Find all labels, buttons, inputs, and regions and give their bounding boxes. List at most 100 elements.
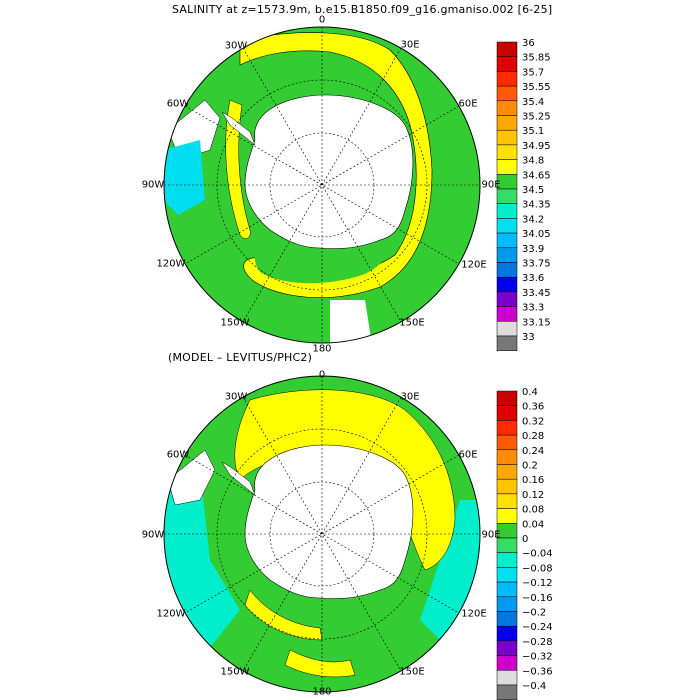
lon-label-150w: 150W bbox=[220, 666, 250, 678]
colorbar-swatch bbox=[496, 335, 518, 351]
colorbar-swatch bbox=[496, 247, 518, 263]
colorbar-swatch bbox=[496, 420, 518, 436]
colorbar-swatch bbox=[496, 581, 518, 598]
colorbar-label: −0.2 bbox=[522, 608, 546, 619]
colorbar-label: −0.12 bbox=[522, 578, 553, 589]
graticule bbox=[164, 27, 480, 343]
lon-label-180: 180 bbox=[312, 343, 332, 355]
colorbar-swatch bbox=[496, 493, 518, 509]
colorbar-label: 0.36 bbox=[522, 402, 544, 413]
lon-label-90e: 90E bbox=[481, 529, 501, 541]
bottom-panel-title: (MODEL – LEVITUS/PHC2) bbox=[168, 351, 313, 364]
bottom-difference-map bbox=[163, 375, 481, 693]
colorbar-swatch bbox=[496, 478, 518, 495]
colorbar-label: −0.24 bbox=[522, 622, 553, 633]
colorbar-swatch bbox=[496, 321, 518, 337]
colorbar-label: 0.04 bbox=[522, 519, 544, 530]
colorbar-swatch bbox=[496, 276, 518, 293]
map-boundary bbox=[163, 26, 481, 344]
colorbar-swatch bbox=[496, 655, 518, 671]
yellow-band bbox=[239, 32, 433, 298]
lon-label-120e: 120E bbox=[461, 259, 487, 271]
lon-label-90e: 90E bbox=[481, 179, 501, 191]
colorbar-label: −0.04 bbox=[522, 549, 553, 560]
antarctic-peninsula bbox=[221, 461, 256, 496]
colorbar-swatch bbox=[496, 291, 518, 307]
colorbar-swatch bbox=[496, 85, 518, 102]
lon-label-30e: 30E bbox=[400, 391, 420, 403]
lon-label-60e: 60E bbox=[458, 98, 478, 110]
colorbar-label: 34.8 bbox=[522, 156, 544, 167]
colorbar-swatch bbox=[496, 434, 518, 451]
colorbar-swatch bbox=[496, 188, 518, 204]
lon-label-90w: 90W bbox=[141, 179, 165, 191]
colorbar-label: −0.28 bbox=[522, 637, 553, 648]
colorbar-label: −0.32 bbox=[522, 652, 553, 663]
lon-label-120w: 120W bbox=[156, 608, 186, 620]
colorbar-label: 36 bbox=[522, 38, 535, 49]
colorbar-label: 0 bbox=[522, 534, 528, 545]
lon-label-30e: 30E bbox=[400, 39, 420, 51]
colorbar-label: −0.16 bbox=[522, 593, 553, 604]
colorbar-swatch bbox=[496, 405, 518, 421]
colorbar-swatch bbox=[496, 144, 518, 160]
lon-label-60w: 60W bbox=[166, 449, 190, 461]
colorbar-label: −0.08 bbox=[522, 563, 553, 574]
land-patch bbox=[330, 300, 372, 343]
top-panel-title: SALINITY at z=1573.9m, b.e15.B1850.f09_g… bbox=[172, 3, 553, 16]
colorbar-label: 0.24 bbox=[522, 446, 544, 457]
colorbar-swatch bbox=[496, 262, 518, 278]
bottom-colorbar: 0.4 0.36 0.32 0.28 0.24 0.2 0.16 0.12 0.08 0.04 0 −… bbox=[496, 387, 553, 700]
lon-label-0: 0 bbox=[318, 14, 326, 26]
colorbar-swatch bbox=[496, 159, 518, 175]
colorbar-swatch bbox=[496, 449, 518, 465]
inner-green bbox=[245, 61, 412, 284]
colorbar-label: 35.4 bbox=[522, 97, 544, 108]
colorbar-swatch bbox=[496, 390, 518, 406]
lon-label-120w: 120W bbox=[156, 258, 186, 270]
lon-label-180: 180 bbox=[312, 686, 332, 698]
lon-label-60e: 60E bbox=[458, 449, 478, 461]
lon-label-60w: 60W bbox=[166, 98, 190, 110]
colorbar-label: 0.32 bbox=[522, 416, 544, 427]
colorbar-swatch bbox=[496, 41, 518, 57]
colorbar-swatch bbox=[496, 508, 518, 524]
colorbar-label: 35.1 bbox=[522, 126, 544, 137]
colorbar-label: 0.28 bbox=[522, 431, 544, 442]
colorbar-swatch bbox=[496, 129, 518, 146]
graticule bbox=[164, 376, 480, 692]
colorbar-label: 33.15 bbox=[522, 317, 551, 328]
colorbar-label: 34.2 bbox=[522, 214, 544, 225]
map-boundary bbox=[163, 375, 481, 693]
colorbar-label: −0.4 bbox=[522, 681, 546, 692]
antarctica-landmass bbox=[244, 94, 414, 250]
colorbar-label: 33.3 bbox=[522, 303, 544, 314]
land-patch bbox=[167, 449, 216, 506]
lon-label-150e: 150E bbox=[399, 317, 425, 329]
colorbar-label: 33 bbox=[522, 332, 535, 343]
colorbar-swatch bbox=[496, 640, 518, 656]
lon-label-90w: 90W bbox=[141, 529, 165, 541]
colorbar-swatch bbox=[496, 670, 518, 686]
colorbar-label: 33.6 bbox=[522, 273, 544, 284]
lon-label-0: 0 bbox=[318, 369, 326, 381]
colorbar-swatch bbox=[496, 464, 518, 480]
colorbar-swatch bbox=[496, 115, 518, 131]
colorbar-label: 34.65 bbox=[522, 170, 551, 181]
colorbar-label: 0.4 bbox=[522, 387, 538, 398]
colorbar-label: 33.45 bbox=[522, 288, 551, 299]
colorbar-swatch bbox=[496, 611, 518, 627]
colorbar-label: 35.85 bbox=[522, 53, 551, 64]
colorbar-label: 34.5 bbox=[522, 185, 544, 196]
lon-label-120e: 120E bbox=[461, 608, 487, 620]
colorbar-label: 33.9 bbox=[522, 244, 544, 255]
lon-label-150e: 150E bbox=[399, 666, 425, 678]
colorbar-label: 35.55 bbox=[522, 82, 551, 93]
colorbar-swatch bbox=[496, 232, 518, 249]
colorbar-label: 0.08 bbox=[522, 505, 544, 516]
colorbar-label: 34.95 bbox=[522, 141, 551, 152]
lon-label-150w: 150W bbox=[220, 317, 250, 329]
colorbar-label: 33.75 bbox=[522, 259, 551, 270]
colorbar-label: −0.36 bbox=[522, 666, 553, 677]
